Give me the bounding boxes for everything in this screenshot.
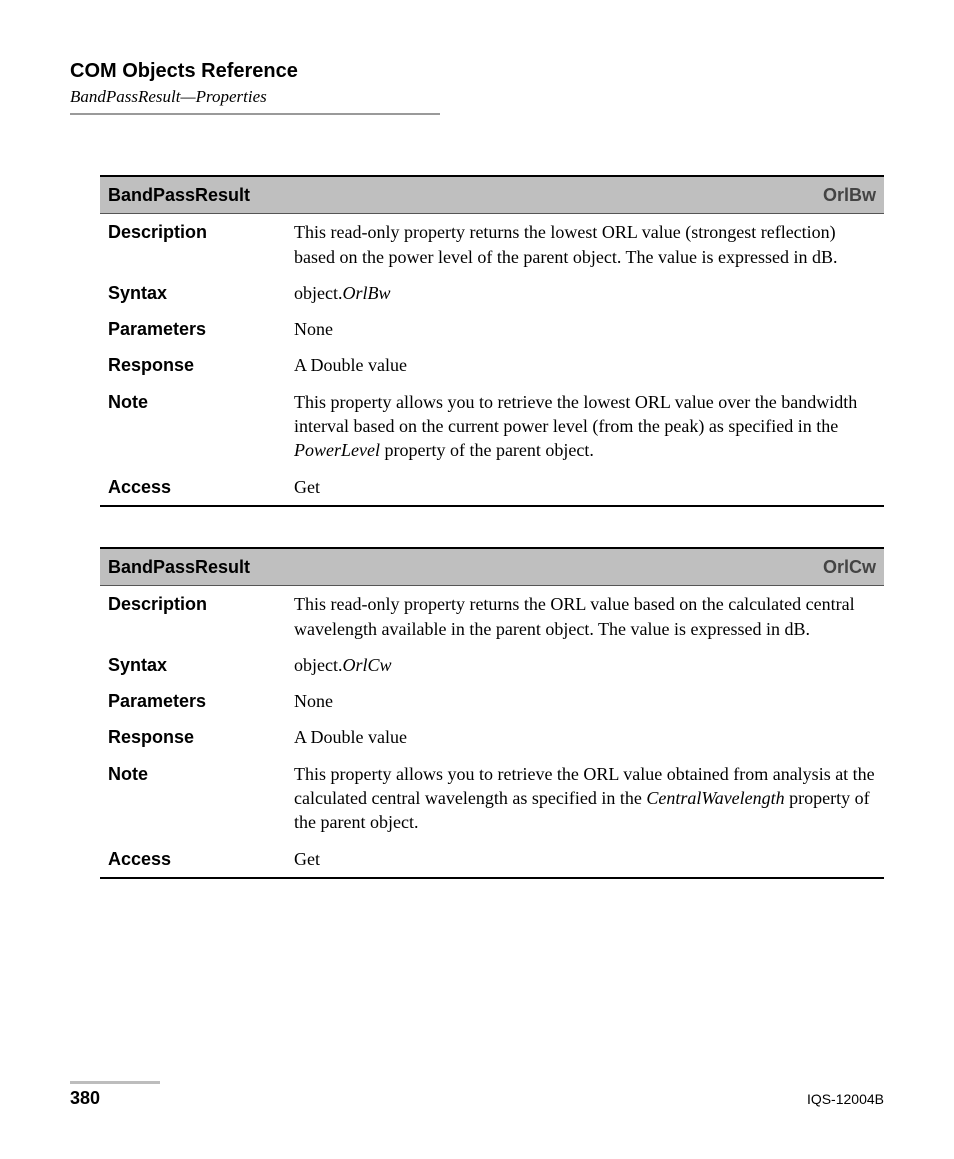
property-name: OrlBw — [286, 176, 884, 214]
property-table-orlbw: BandPassResult OrlBw Description This re… — [100, 175, 884, 507]
row-label-syntax: Syntax — [100, 647, 286, 683]
property-name: OrlCw — [286, 548, 884, 586]
syntax-italic: OrlCw — [342, 655, 391, 675]
row-value-syntax: object.OrlBw — [286, 275, 884, 311]
row-label-access: Access — [100, 841, 286, 878]
row-label-parameters: Parameters — [100, 683, 286, 719]
syntax-prefix: object. — [294, 283, 342, 303]
row-value-description: This read-only property returns the lowe… — [286, 214, 884, 275]
row-label-syntax: Syntax — [100, 275, 286, 311]
syntax-prefix: object. — [294, 655, 342, 675]
row-label-description: Description — [100, 214, 286, 275]
note-before: This property allows you to retrieve the… — [294, 392, 857, 436]
section-subtitle: BandPassResult—Properties — [70, 87, 884, 107]
section-title: COM Objects Reference — [70, 60, 884, 83]
page-number: 380 — [70, 1088, 100, 1109]
row-label-description: Description — [100, 586, 286, 647]
row-value-response: A Double value — [286, 347, 884, 383]
row-label-access: Access — [100, 469, 286, 506]
row-value-parameters: None — [286, 683, 884, 719]
footer-rule — [70, 1081, 160, 1084]
note-after: property of the parent object. — [380, 440, 594, 460]
row-label-note: Note — [100, 384, 286, 469]
row-value-parameters: None — [286, 311, 884, 347]
row-value-description: This read-only property returns the ORL … — [286, 586, 884, 647]
row-value-access: Get — [286, 469, 884, 506]
row-value-note: This property allows you to retrieve the… — [286, 756, 884, 841]
note-italic: CentralWavelength — [646, 788, 784, 808]
row-value-response: A Double value — [286, 719, 884, 755]
page-footer: 380 IQS-12004B — [70, 1081, 884, 1109]
note-italic: PowerLevel — [294, 440, 380, 460]
syntax-italic: OrlBw — [342, 283, 390, 303]
row-value-syntax: object.OrlCw — [286, 647, 884, 683]
row-value-access: Get — [286, 841, 884, 878]
row-value-note: This property allows you to retrieve the… — [286, 384, 884, 469]
row-label-note: Note — [100, 756, 286, 841]
row-label-response: Response — [100, 347, 286, 383]
class-name: BandPassResult — [100, 176, 286, 214]
class-name: BandPassResult — [100, 548, 286, 586]
document-id: IQS-12004B — [807, 1091, 884, 1107]
header-rule — [70, 113, 440, 115]
row-label-parameters: Parameters — [100, 311, 286, 347]
property-table-orlcw: BandPassResult OrlCw Description This re… — [100, 547, 884, 879]
row-label-response: Response — [100, 719, 286, 755]
